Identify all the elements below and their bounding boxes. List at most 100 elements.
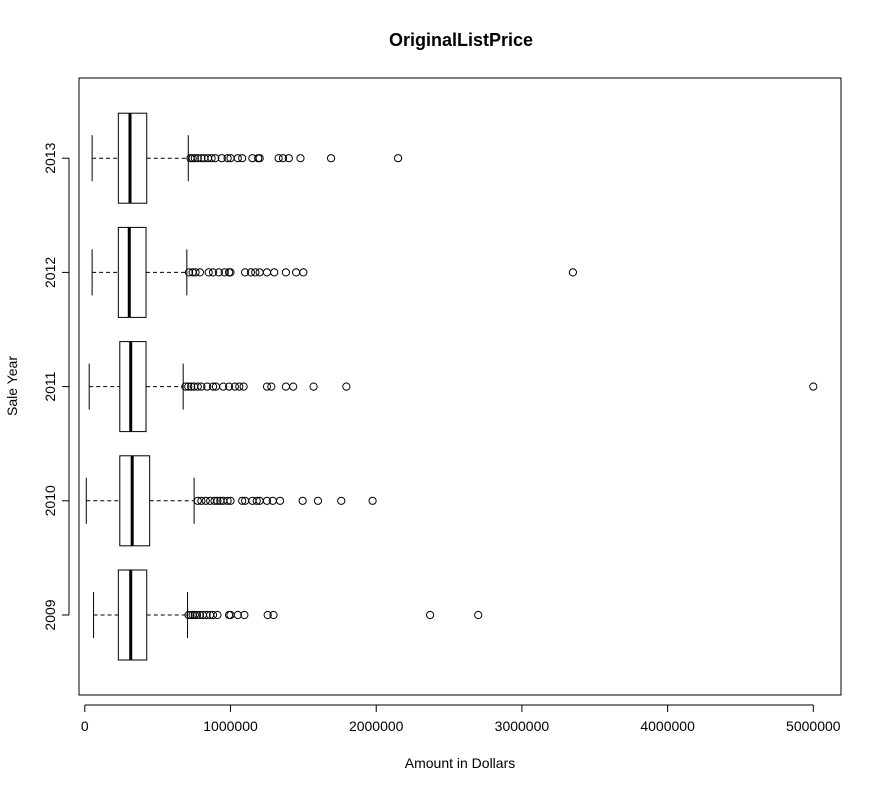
outlier-point-2009-14 xyxy=(240,610,249,620)
y-axis: 2009 2010 2011 2012 2013 xyxy=(42,142,70,631)
outlier-point-2009-10 xyxy=(213,610,222,620)
y-axis-label: Sale Year xyxy=(4,356,20,416)
outlier-point-2011-1 xyxy=(184,382,193,391)
box-group-2009 xyxy=(93,569,483,661)
outlier-point-2013-19 xyxy=(284,154,293,163)
x-tick-label-3: 3000000 xyxy=(495,718,550,734)
chart-title: OriginalListPrice xyxy=(389,30,533,50)
outlier-point-2009-5 xyxy=(195,610,205,620)
box-group-2010 xyxy=(85,455,377,547)
x-tick-label-0: 0 xyxy=(81,718,89,734)
outlier-point-2012-11 xyxy=(246,268,256,277)
outlier-point-2012-0 xyxy=(184,268,194,277)
outlier-point-2010-10 xyxy=(238,496,247,505)
outlier-point-2010-2 xyxy=(201,496,210,505)
outlier-point-2013-1 xyxy=(188,154,197,163)
outlier-point-2009-4 xyxy=(192,610,202,620)
outlier-point-2012-3 xyxy=(195,268,205,277)
outlier-point-2009-18 xyxy=(474,610,483,620)
y-tick-label-2012: 2012 xyxy=(42,257,58,288)
outlier-point-2013-17 xyxy=(274,154,283,163)
outlier-point-2011-5 xyxy=(197,382,206,391)
outlier-point-2009-9 xyxy=(208,610,218,620)
outlier-point-2012-14 xyxy=(262,268,272,277)
box-iqr-2011 xyxy=(119,341,147,433)
box-iqr-2013 xyxy=(117,112,148,204)
outlier-point-2012-5 xyxy=(208,268,218,277)
outlier-point-2009-13 xyxy=(233,610,242,620)
outlier-point-2013-13 xyxy=(238,154,247,163)
outlier-point-2013-7 xyxy=(207,154,216,163)
outlier-point-2013-2 xyxy=(190,154,199,163)
outlier-point-2011-6 xyxy=(203,382,212,391)
outlier-point-2010-21 xyxy=(368,496,377,505)
box-iqr-2012 xyxy=(117,226,147,318)
outlier-point-2013-9 xyxy=(217,154,226,163)
outlier-point-2009-15 xyxy=(263,610,272,620)
outlier-point-2013-20 xyxy=(296,154,305,163)
outlier-point-2011-11 xyxy=(230,382,239,391)
x-tick-label-2: 2000000 xyxy=(349,718,404,734)
outlier-point-2011-13 xyxy=(239,382,248,391)
outlier-point-2010-8 xyxy=(223,496,232,505)
outlier-point-2010-9 xyxy=(226,496,235,505)
box-group-2011 xyxy=(88,341,818,433)
y-tick-label-2009: 2009 xyxy=(42,599,58,630)
outlier-point-2012-16 xyxy=(281,268,290,277)
x-axis-label: Amount in Dollars xyxy=(405,755,516,771)
outlier-point-2012-15 xyxy=(270,268,279,277)
outlier-point-2010-4 xyxy=(210,496,219,505)
outlier-point-2011-15 xyxy=(267,382,276,391)
outlier-point-2013-4 xyxy=(197,154,206,163)
outlier-point-2013-16 xyxy=(255,154,264,163)
outlier-point-2011-12 xyxy=(235,382,244,391)
outlier-point-2011-2 xyxy=(187,382,196,391)
outlier-point-2009-1 xyxy=(186,610,195,620)
outlier-point-2009-17 xyxy=(426,610,435,620)
outlier-point-2012-18 xyxy=(299,268,308,277)
outlier-point-2013-18 xyxy=(278,154,288,163)
outlier-point-2011-9 xyxy=(219,382,228,391)
x-tick-label-5: 5000000 xyxy=(786,718,841,734)
outlier-point-2013-8 xyxy=(211,154,220,163)
box-group-2012 xyxy=(91,226,578,318)
x-tick-label-1: 1000000 xyxy=(203,718,258,734)
outlier-point-2011-4 xyxy=(193,382,202,391)
outlier-point-2013-22 xyxy=(393,154,403,163)
outlier-point-2012-13 xyxy=(255,268,264,277)
outlier-point-2013-21 xyxy=(326,154,336,163)
outlier-point-2010-15 xyxy=(262,496,272,505)
outlier-point-2012-6 xyxy=(214,268,223,277)
outlier-point-2011-20 xyxy=(809,382,818,391)
boxes-layer xyxy=(85,112,818,661)
outlier-point-2012-2 xyxy=(191,268,200,277)
outlier-point-2011-7 xyxy=(208,382,218,391)
y-tick-label-2010: 2010 xyxy=(42,485,58,516)
outlier-point-2012-9 xyxy=(226,268,235,277)
outlier-point-2011-10 xyxy=(224,382,234,391)
outlier-point-2012-4 xyxy=(204,268,213,277)
outlier-point-2013-12 xyxy=(233,154,242,163)
y-tick-label-2013: 2013 xyxy=(42,142,58,173)
outlier-point-2011-16 xyxy=(281,382,290,391)
outlier-point-2011-14 xyxy=(262,382,272,391)
outlier-point-2010-20 xyxy=(337,496,346,505)
outlier-point-2010-18 xyxy=(298,496,307,505)
x-axis: 0 1000000 2000000 3000000 4000000 5000000 xyxy=(81,704,841,734)
outlier-point-2012-12 xyxy=(251,268,260,277)
box-group-2013 xyxy=(91,112,403,204)
outlier-point-2013-10 xyxy=(223,154,232,163)
outlier-point-2011-19 xyxy=(342,382,351,391)
x-tick-label-4: 4000000 xyxy=(640,718,695,734)
outlier-point-2012-19 xyxy=(568,268,578,277)
box-iqr-2009 xyxy=(117,569,148,661)
outlier-point-2012-7 xyxy=(220,268,229,277)
outlier-point-2012-10 xyxy=(240,268,250,277)
outlier-point-2010-17 xyxy=(275,496,285,505)
outlier-point-2011-0 xyxy=(181,382,190,391)
outlier-point-2011-18 xyxy=(309,382,318,391)
outlier-point-2010-1 xyxy=(197,496,206,505)
outlier-point-2011-17 xyxy=(289,382,298,391)
y-tick-label-2011: 2011 xyxy=(42,371,58,401)
